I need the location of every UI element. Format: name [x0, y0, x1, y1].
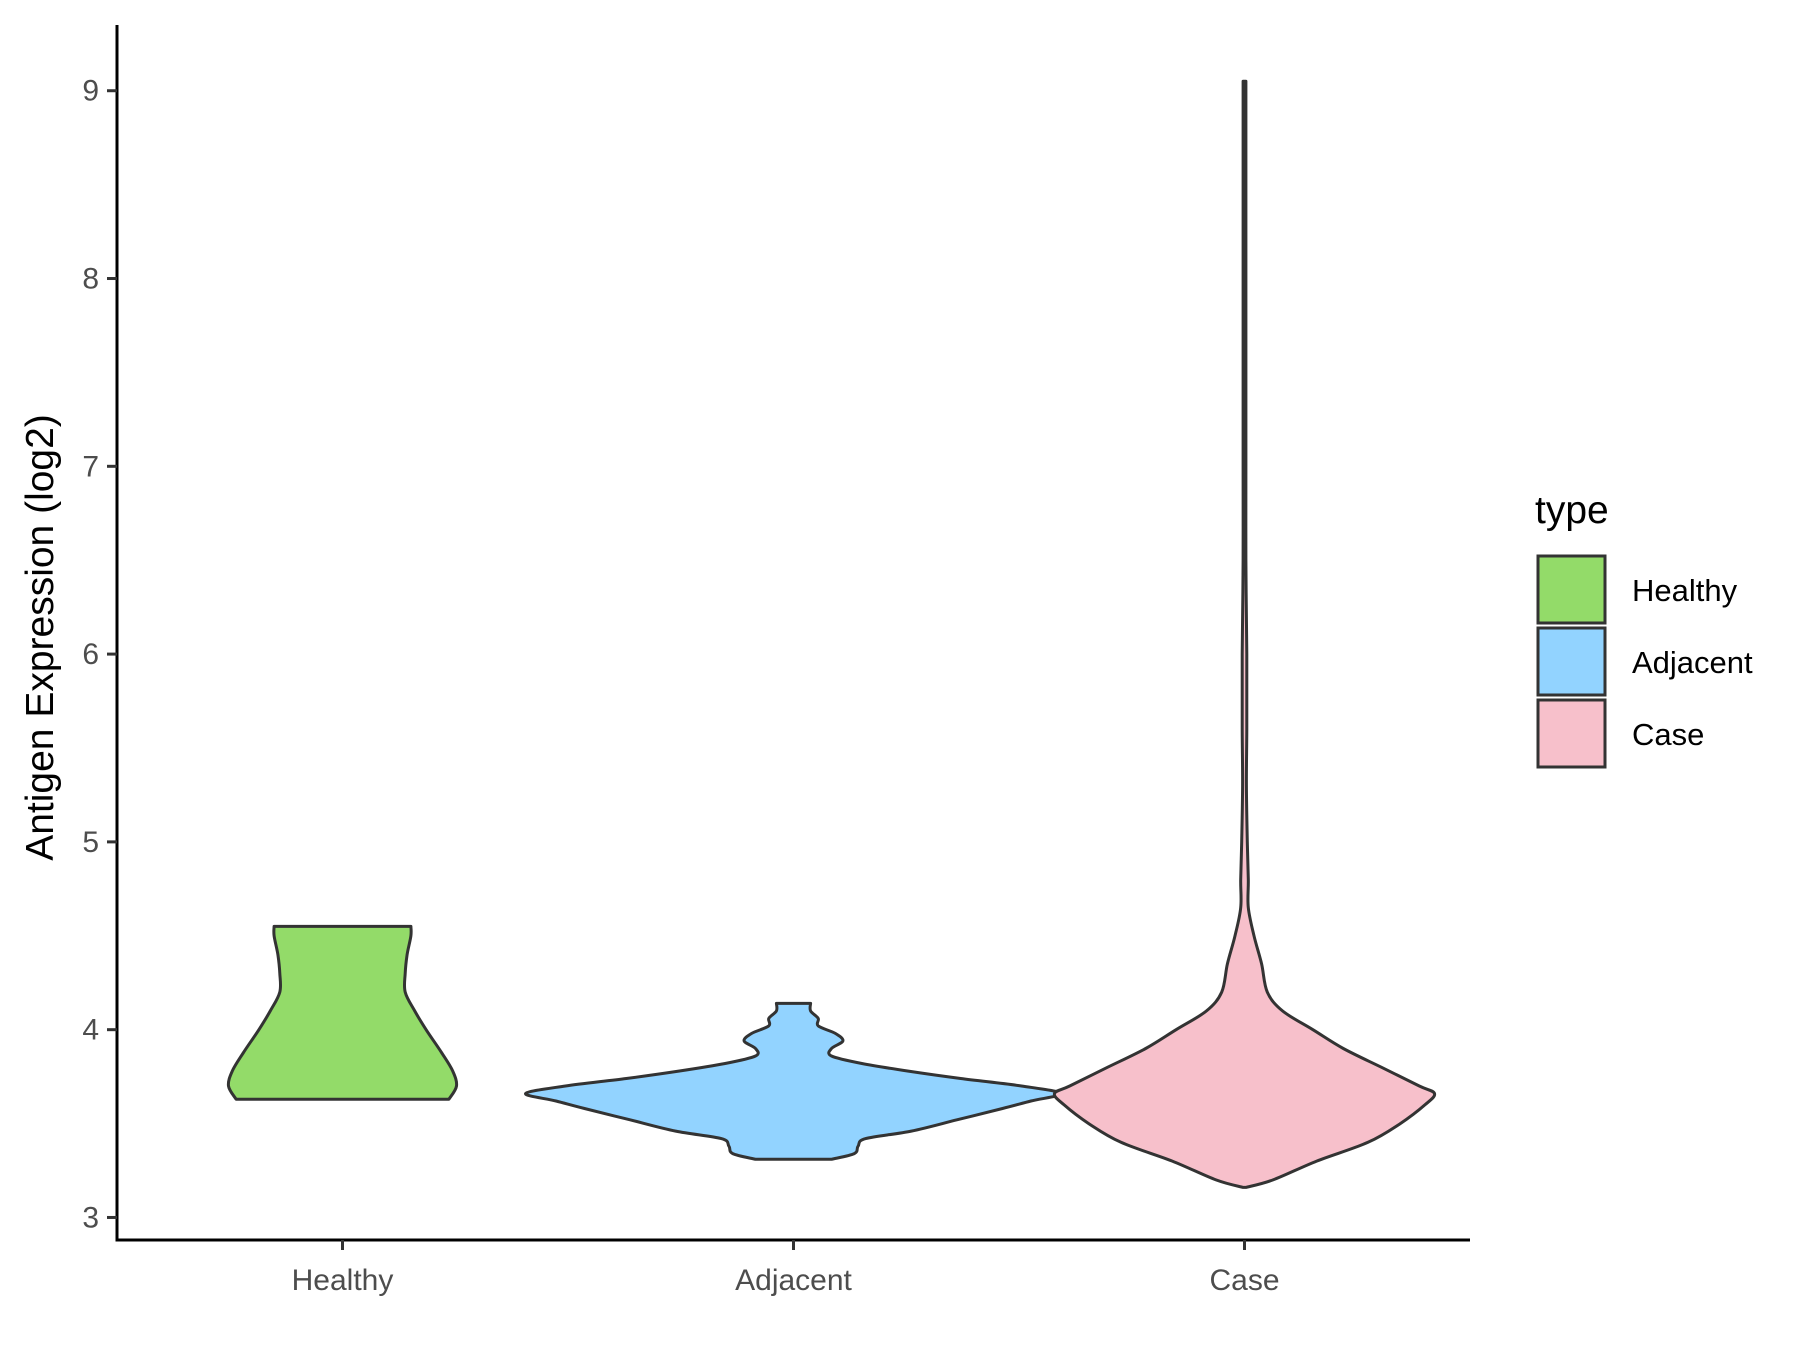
y-tick-label: 7	[82, 450, 99, 483]
y-tick-label: 5	[82, 826, 99, 859]
legend-label-healthy: Healthy	[1632, 573, 1738, 608]
x-tick-label-healthy: Healthy	[292, 1264, 394, 1297]
y-tick-label: 6	[82, 638, 99, 671]
y-tick-label: 9	[82, 75, 99, 108]
legend-label-adjacent: Adjacent	[1632, 645, 1753, 680]
violins-layer	[226, 79, 1437, 1189]
y-axis-title: Antigen Expression (log2)	[19, 414, 62, 861]
y-axis-ticks: 3 4 5 6 7 8 9	[82, 75, 117, 1234]
y-tick-label: 4	[82, 1014, 99, 1047]
x-tick-label-case: Case	[1209, 1264, 1279, 1297]
legend-swatch-healthy	[1536, 554, 1607, 625]
violin-case	[1052, 79, 1437, 1189]
legend-swatch-case	[1536, 698, 1607, 769]
legend: type Healthy Adjacent Case	[1535, 489, 1753, 769]
legend-swatch-adjacent	[1536, 626, 1607, 697]
y-tick-label: 8	[82, 263, 99, 296]
legend-title: type	[1535, 489, 1609, 532]
axes-layer: 3 4 5 6 7 8 9 Healthy Adjacent Case	[82, 25, 1470, 1297]
legend-items: Healthy Adjacent Case	[1536, 554, 1753, 769]
x-tick-label-adjacent: Adjacent	[735, 1264, 852, 1297]
x-axis-ticks: Healthy Adjacent Case	[292, 1240, 1280, 1297]
violin-healthy	[226, 924, 459, 1101]
legend-label-case: Case	[1632, 717, 1704, 752]
violin-adjacent	[524, 1001, 1063, 1161]
y-tick-label: 3	[82, 1201, 99, 1234]
